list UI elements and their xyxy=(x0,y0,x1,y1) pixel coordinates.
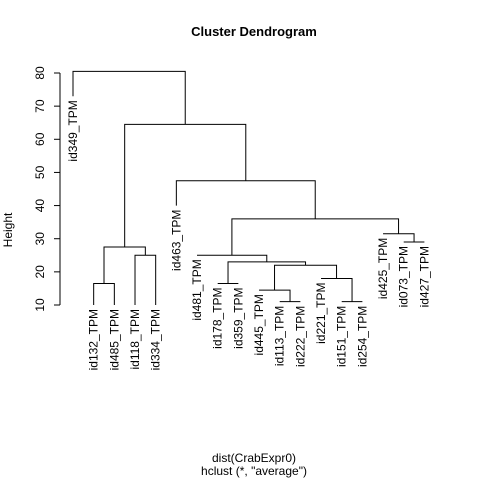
dendrogram-branch xyxy=(231,218,400,256)
leaf-label: id349_TPM xyxy=(66,100,80,161)
dendrogram-branch xyxy=(274,264,338,291)
dendrogram-branch xyxy=(383,233,415,243)
leaf-label: id359_TPM xyxy=(231,287,245,348)
leaf-label: id118_TPM xyxy=(128,309,142,369)
y-axis: 10 20 30 40 50 60 70 80 xyxy=(33,66,61,312)
dendrogram-branch xyxy=(93,282,115,305)
y-tick-label: 20 xyxy=(33,265,47,279)
leaf-label: id485_TPM xyxy=(107,309,121,370)
y-tick-label: 60 xyxy=(33,132,47,146)
leaf-label: id178_TPM xyxy=(211,287,225,348)
dendrogram-branch xyxy=(175,180,316,219)
method-sublabel: hclust (*, "average") xyxy=(201,464,307,478)
dendrogram-tree xyxy=(72,70,425,305)
leaf-label: id254_TPM xyxy=(355,306,369,367)
dendrogram-branch xyxy=(103,246,146,284)
leaf-label: id445_TPM xyxy=(252,294,266,355)
leaf-labels: id349_TPM id132_TPM id485_TPM id118_TPM id33… xyxy=(66,100,431,370)
dendrogram-branch xyxy=(259,289,291,302)
y-tick-label: 80 xyxy=(33,66,47,80)
y-tick-label: 50 xyxy=(33,165,47,179)
leaf-label: id222_TPM xyxy=(293,306,307,367)
leaf-label: id463_TPM xyxy=(169,210,183,271)
leaf-label: id334_TPM xyxy=(149,309,163,370)
dendrogram-branch xyxy=(72,70,186,125)
leaf-label: id073_TPM xyxy=(397,246,411,307)
dendrogram-branch xyxy=(124,123,247,247)
leaf-label: id427_TPM xyxy=(417,246,431,307)
dendrogram-branch xyxy=(197,254,268,262)
dendrogram-branch xyxy=(321,277,353,302)
dendrogram-branch xyxy=(134,254,157,305)
leaf-label: id481_TPM xyxy=(190,259,204,320)
x-axis-label: dist(CrabExpr0) xyxy=(212,451,296,465)
y-tick-label: 40 xyxy=(33,199,47,213)
leaf-label: id425_TPM xyxy=(376,238,390,299)
y-tick-label: 70 xyxy=(33,99,47,113)
leaf-label: id151_TPM xyxy=(335,306,349,367)
y-tick-label: 10 xyxy=(33,298,47,312)
chart-title: Cluster Dendrogram xyxy=(191,24,317,39)
y-tick-label: 30 xyxy=(33,232,47,246)
leaf-label: id132_TPM xyxy=(87,309,101,370)
leaf-label: id221_TPM xyxy=(314,282,328,343)
y-axis-label: Height xyxy=(1,212,15,247)
leaf-label: id113_TPM xyxy=(273,306,287,366)
